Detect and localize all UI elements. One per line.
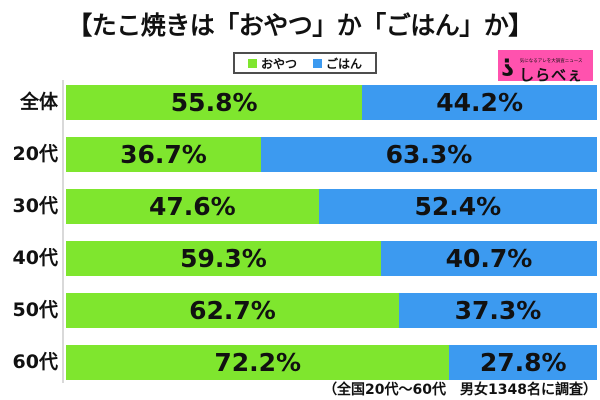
stacked-bar: 72.2% 27.8% [66,345,597,380]
survey-footnote: （全国20代～60代 男女1348名に調査） [323,382,597,398]
legend-item-snack: おやつ [248,55,297,72]
snack-color-swatch-icon [248,58,257,68]
stacked-bar: 36.7% 63.3% [66,137,597,172]
bar-segment-meal: 63.3% [260,137,597,172]
bar-segment-meal: 44.2% [362,85,597,120]
bar-segment-snack: 62.7% [66,293,399,328]
bar-segment-meal: 52.4% [318,189,597,224]
bar-row: 20代 36.7% 63.3% [0,137,600,172]
stacked-bar: 62.7% 37.3% [66,293,597,328]
vertical-axis-line [62,80,64,383]
bar-segment-snack: 55.8% [66,85,363,120]
category-label: 40代 [12,247,58,269]
category-label: 20代 [12,143,58,165]
shirabee-logo-text: しらべぇ [519,65,584,84]
bar-segment-snack: 59.3% [66,241,381,276]
bar-row: 全体 55.8% 44.2% [0,85,600,120]
shirabee-logo-body: 気になるアレを大調査ニュース しらべぇ [514,48,588,83]
shirabee-tagline: 気になるアレを大調査ニュース [519,58,583,64]
bar-row: 40代 59.3% 40.7% [0,241,600,276]
chart-legend: おやつ ごはん [233,52,378,74]
stacked-bar: 55.8% 44.2% [66,85,597,120]
chart-title: 【たこ焼きは「おやつ」か「ごはん」か】 [67,11,533,40]
bar-segment-meal: 40.7% [380,241,597,276]
stacked-bar: 47.6% 52.4% [66,189,597,224]
bar-segment-snack: 47.6% [66,189,319,224]
shirabee-logo: ¿ 気になるアレを大調査ニュース しらべぇ [498,48,593,83]
category-label: 50代 [12,299,58,321]
bar-row: 30代 47.6% 52.4% [0,189,600,224]
category-label: 全体 [19,91,58,113]
legend-label-meal: ごはん [326,56,363,71]
legend-label-snack: おやつ [261,56,298,71]
bar-row: 50代 62.7% 37.3% [0,293,600,328]
bar-segment-meal: 27.8% [449,345,597,380]
legend-item-meal: ごはん [313,55,362,72]
bar-row: 60代 72.2% 27.8% [0,345,600,380]
meal-color-swatch-icon [313,58,323,68]
category-label: 60代 [12,351,58,373]
bar-segment-meal: 37.3% [398,293,597,328]
category-label: 30代 [12,195,58,217]
bar-segment-snack: 36.7% [66,137,261,172]
bar-segment-snack: 72.2% [66,345,450,380]
stacked-bar: 59.3% 40.7% [66,241,597,276]
